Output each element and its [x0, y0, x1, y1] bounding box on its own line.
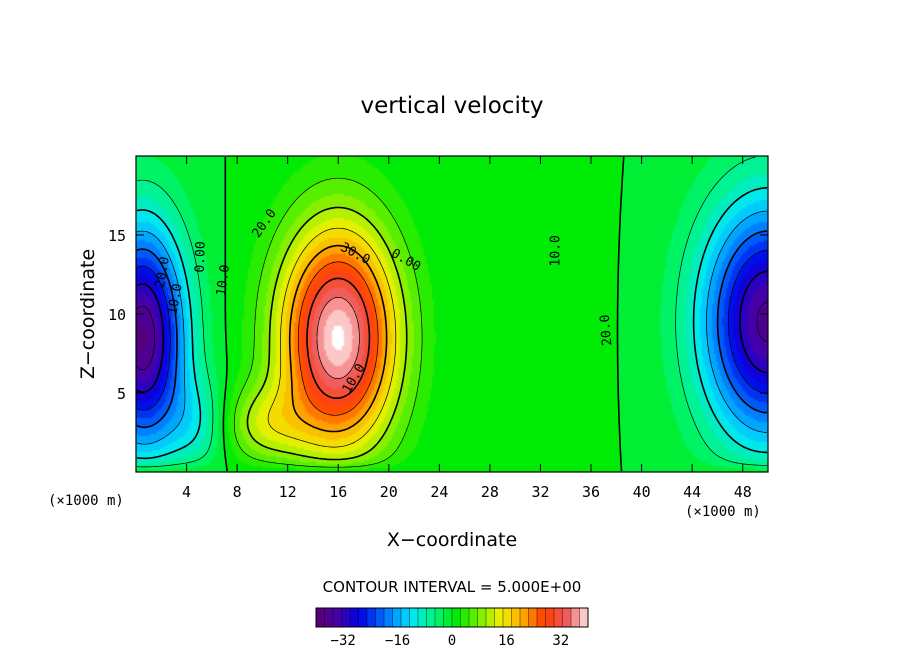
colorbar-cell — [375, 607, 385, 628]
y-tick-label: 10 — [108, 306, 126, 324]
contour-level-neg5 — [136, 156, 768, 468]
colorbar-cell — [451, 607, 462, 628]
colorbar-cells — [315, 607, 589, 628]
colorbar: −32 −16 0 16 32 — [315, 607, 589, 649]
contour-label: 10.0 — [548, 235, 563, 266]
x-tick-label: 40 — [633, 483, 651, 501]
x-tick-label: 16 — [329, 483, 347, 501]
colorbar-cell — [366, 607, 377, 628]
colorbar-cell — [358, 607, 368, 628]
colorbar-cell — [392, 607, 402, 628]
x-axis: 4 8 12 16 20 24 28 32 36 40 44 48 — [182, 156, 752, 501]
y-tick-label: 5 — [117, 385, 126, 403]
x-axis-label: X−coordinate — [387, 529, 517, 551]
contour-level-neg30 — [136, 270, 768, 393]
colorbar-cell — [383, 607, 394, 628]
colorbar-cell — [553, 607, 564, 628]
x-tick-label: 28 — [481, 483, 499, 501]
colorbar-cell — [460, 607, 470, 628]
contour-level-30 — [306, 277, 371, 399]
colorbar-cell — [349, 607, 360, 628]
colorbar-tick-label: 32 — [552, 633, 569, 649]
colorbar-cell — [511, 607, 521, 628]
contour-label: 20.0 — [598, 314, 616, 347]
colorbar-cell — [315, 607, 326, 628]
contour-interval-label: CONTOUR INTERVAL = 5.000E+00 — [323, 578, 582, 596]
colorbar-cell — [468, 607, 479, 628]
colorbar-cell — [409, 607, 419, 628]
x-tick-label: 36 — [582, 483, 600, 501]
contour-level-5 — [233, 177, 423, 468]
colorbar-cell — [579, 607, 589, 628]
heatmap-field — [136, 156, 768, 472]
y-axis: 5 10 15 — [108, 227, 768, 403]
heatmap-image — [136, 156, 768, 472]
x-tick-label: 48 — [734, 483, 752, 501]
colorbar-cell — [400, 607, 411, 628]
x-tick-label: 12 — [279, 483, 297, 501]
colorbar-frame — [315, 607, 589, 628]
colorbar-tick-label: 0 — [448, 633, 456, 649]
colorbar-cell — [519, 607, 530, 628]
contour-level-10 — [246, 206, 408, 461]
x-tick-label: 8 — [233, 483, 242, 501]
colorbar-cell — [502, 607, 513, 628]
colorbar-cell — [443, 607, 453, 628]
colorbar-cell — [434, 607, 445, 628]
contour-level-15 — [267, 227, 397, 448]
x-tick-label: 32 — [531, 483, 549, 501]
colorbar-tick-label: 16 — [498, 633, 515, 649]
colorbar-cell — [545, 607, 555, 628]
x-tick-label: 4 — [182, 483, 191, 501]
contour-label: 20.0 — [153, 256, 173, 289]
contour-level-neg20 — [136, 230, 768, 429]
colorbar-cell — [528, 607, 538, 628]
contour-lines — [136, 156, 768, 472]
x-unit-left: (×1000 m) — [48, 493, 124, 509]
colorbar-cell — [324, 607, 334, 628]
x-tick-label: 44 — [683, 483, 701, 501]
contour-level-neg35 — [136, 301, 768, 371]
colorbar-cell — [341, 607, 351, 628]
contour-level-neg10 — [136, 187, 768, 460]
colorbar-tick-label: −32 — [331, 633, 356, 649]
contour-level-neg15 — [136, 210, 768, 445]
colorbar-cell — [562, 607, 572, 628]
contour-level-25 — [297, 261, 379, 416]
contour-label: 0.00 — [193, 241, 209, 273]
colorbar-cell — [417, 607, 428, 628]
y-tick-label: 15 — [108, 227, 126, 245]
colorbar-cell — [426, 607, 436, 628]
colorbar-cell — [485, 607, 496, 628]
x-tick-label: 20 — [380, 483, 398, 501]
contour-level-20 — [288, 244, 388, 433]
contour-level-0 — [222, 156, 625, 472]
colorbar-cell — [570, 607, 581, 628]
colorbar-ticks: −32 −16 0 16 32 — [331, 633, 570, 649]
colorbar-cell — [536, 607, 547, 628]
colorbar-cell — [477, 607, 487, 628]
contour-label: 10.0 — [214, 264, 233, 297]
contour-level-35 — [316, 296, 360, 380]
colorbar-cell — [494, 607, 504, 628]
x-unit-right: (×1000 m) — [685, 504, 761, 520]
x-tick-label: 24 — [430, 483, 448, 501]
y-axis-label: Z−coordinate — [77, 249, 99, 379]
chart-title: vertical velocity — [361, 93, 544, 119]
colorbar-tick-label: −16 — [385, 633, 410, 649]
colorbar-cell — [332, 607, 343, 628]
contour-label: 10.0 — [165, 282, 185, 315]
